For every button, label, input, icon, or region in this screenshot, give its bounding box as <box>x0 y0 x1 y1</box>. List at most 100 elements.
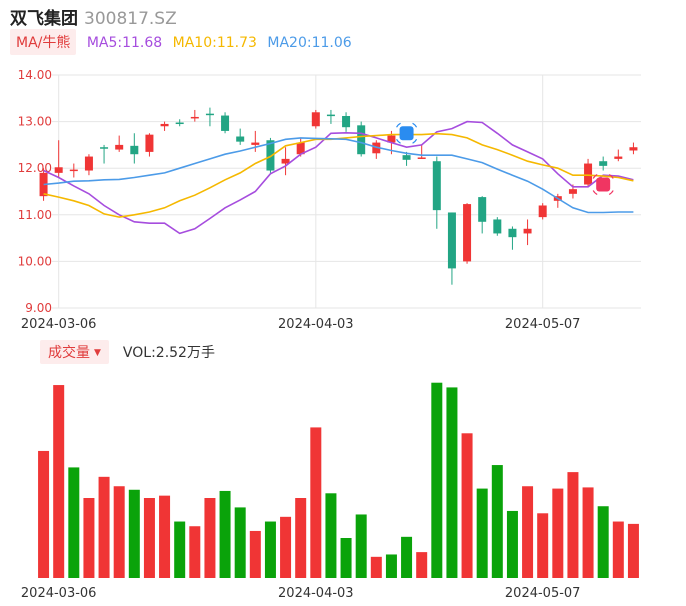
y-tick-label: 13.00 <box>18 115 52 129</box>
volume-bar <box>83 498 95 578</box>
volume-bar <box>446 387 458 578</box>
volume-bar <box>280 516 292 578</box>
candle-body <box>130 145 139 155</box>
volume-bar <box>567 472 579 578</box>
volume-bar <box>355 514 367 578</box>
candle-body <box>614 156 623 159</box>
candle-body <box>629 147 638 151</box>
volume-legend-row: 成交量 ▼ VOL:2.52万手 <box>40 340 215 364</box>
ma-indicator-toggle[interactable]: MA/牛熊 <box>10 29 77 55</box>
volume-bar <box>325 493 337 578</box>
volume-bar <box>143 498 155 578</box>
volume-bar <box>310 427 322 578</box>
volume-bar <box>416 552 428 578</box>
volume-bar <box>340 538 352 578</box>
ma5-label: MA5:11.68 <box>86 35 163 51</box>
candle-body <box>387 135 396 143</box>
volume-bar <box>234 507 246 578</box>
volume-bar <box>98 476 110 578</box>
price-x-tick-label: 2024-04-03 <box>278 317 354 332</box>
ma-legend-row: MA/牛熊 MA5:11.68 MA10:11.73 MA20:11.06 <box>10 29 352 55</box>
stock-code: 300817.SZ <box>84 9 177 29</box>
volume-bar <box>385 554 397 578</box>
volume-indicator-dropdown[interactable]: 成交量 ▼ <box>40 340 109 364</box>
volume-x-tick-label: 2024-03-06 <box>21 586 97 601</box>
ma20-line <box>43 137 634 214</box>
candle-body <box>432 161 441 211</box>
candle-body <box>463 204 472 262</box>
candle-body <box>538 205 547 218</box>
volume-bar <box>612 521 624 578</box>
volume-bar <box>264 521 276 578</box>
candle-body <box>523 228 532 234</box>
candle-body <box>69 169 78 172</box>
volume-bar <box>597 506 609 578</box>
volume-bar <box>204 498 216 578</box>
volume-bar <box>189 526 201 578</box>
price-x-tick-label: 2024-05-07 <box>505 317 581 332</box>
candle-body <box>205 113 214 116</box>
ma5-line <box>43 120 634 235</box>
y-tick-label: 10.00 <box>18 254 52 268</box>
volume-x-tick-label: 2024-04-03 <box>278 586 354 601</box>
volume-bar <box>68 467 80 578</box>
volume-bar <box>249 530 261 578</box>
candle-body <box>281 158 290 164</box>
candle-body <box>296 142 305 155</box>
candle-body <box>508 228 517 238</box>
candle-body <box>326 114 335 117</box>
candle-body <box>39 172 48 197</box>
candle-body <box>190 116 199 119</box>
volume-bar <box>401 536 413 578</box>
volume-bar <box>128 489 140 578</box>
stock-title: 双飞集团 300817.SZ <box>10 4 177 29</box>
volume-bar <box>113 486 125 578</box>
volume-bar <box>431 382 443 578</box>
candle-body <box>357 125 366 155</box>
volume-bar <box>627 523 639 578</box>
volume-bar <box>53 385 65 578</box>
candle-body <box>599 161 608 166</box>
bull-marker-icon <box>596 177 611 192</box>
price-x-tick-label: 2024-03-06 <box>21 317 97 332</box>
candle-body <box>342 116 351 128</box>
volume-indicator-label: 成交量 <box>48 345 90 361</box>
volume-bar <box>38 450 50 578</box>
candle-body <box>175 122 184 125</box>
candle-body <box>568 189 577 194</box>
volume-bar <box>522 486 534 578</box>
candle-body <box>160 123 169 127</box>
volume-value-label: VOL:2.52万手 <box>122 345 215 361</box>
candle-body <box>402 155 411 160</box>
candle-body <box>584 163 593 185</box>
y-tick-label: 9.00 <box>25 301 52 315</box>
volume-bar <box>582 487 594 578</box>
volume-bar <box>461 433 473 578</box>
info-marker-icon <box>399 126 414 141</box>
volume-bar <box>491 465 503 578</box>
candle-body <box>115 144 124 150</box>
ma20-label: MA20:11.06 <box>267 35 352 51</box>
stock-name: 双飞集团 <box>10 9 78 29</box>
volume-x-tick-label: 2024-05-07 <box>505 586 581 601</box>
candle-body <box>417 157 426 159</box>
candle-body <box>478 197 487 222</box>
volume-bar <box>476 488 488 578</box>
volume-bar <box>370 556 382 578</box>
candle-body <box>447 212 456 269</box>
volume-bar <box>159 495 171 578</box>
volume-bar <box>552 488 564 578</box>
bull-marker-ring <box>592 173 614 196</box>
candle-body <box>54 167 63 173</box>
volume-bar <box>506 510 518 578</box>
candle-body <box>311 112 320 127</box>
info-marker-ring <box>396 122 418 144</box>
volume-bar <box>537 513 549 578</box>
candle-body <box>84 156 93 171</box>
candle-body <box>100 147 109 149</box>
candle-body <box>266 140 275 171</box>
candle-body <box>236 136 245 142</box>
volume-bar <box>295 498 307 578</box>
ma10-label: MA10:11.73 <box>172 35 257 51</box>
